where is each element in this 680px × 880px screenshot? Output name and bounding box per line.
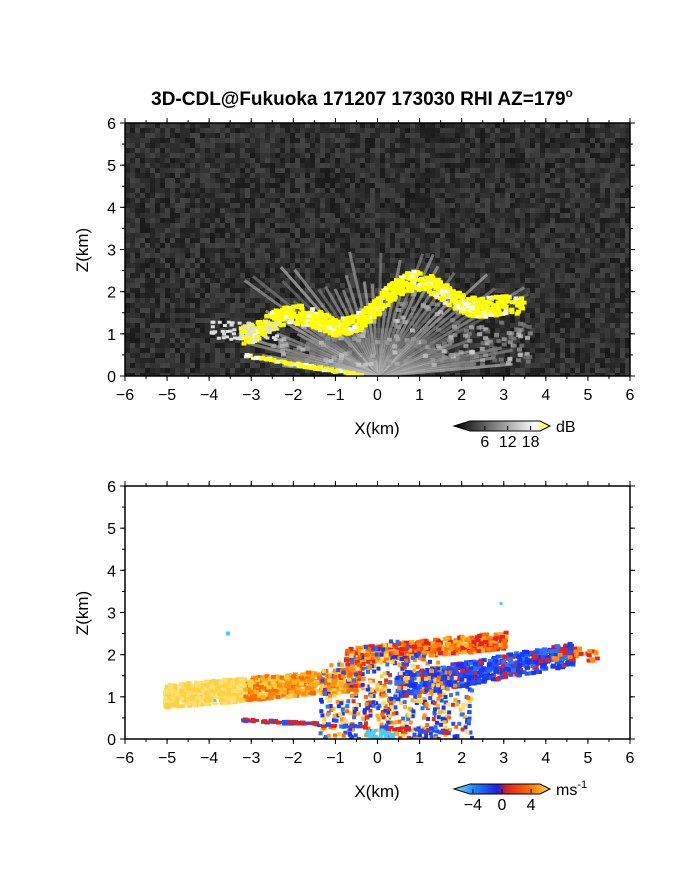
x-tick-label: −5 (158, 750, 176, 767)
reflectivity-x-axis-label: X(km) (354, 419, 399, 438)
x-tick-label: 5 (583, 750, 592, 767)
x-tick-label: −1 (326, 387, 344, 404)
x-tick-label: −5 (158, 387, 176, 404)
colorbar-tick-label: 12 (499, 434, 517, 451)
reflectivity-colorbar-unit: dB (556, 419, 576, 436)
y-tick-label: 0 (107, 732, 116, 749)
x-tick-label: 4 (541, 387, 550, 404)
y-tick-label: 3 (107, 243, 116, 260)
colorbar-tick-label: 4 (527, 797, 536, 814)
velocity-colorbar-unit-exponent: -1 (577, 779, 587, 791)
y-tick-label: 2 (107, 648, 116, 665)
y-tick-label: 1 (107, 690, 116, 707)
reflectivity-colorbar: 6 12 18 dB (452, 419, 576, 451)
reflectivity-axes: −6 −5 −4 −3 −2 −1 0 1 2 3 4 5 6 0 1 2 3 4 5 6 (107, 116, 635, 404)
y-tick-label: 5 (107, 158, 116, 175)
x-tick-label: 2 (457, 750, 466, 767)
colorbar-tick-label: 6 (480, 434, 489, 451)
x-tick-label: −3 (242, 750, 260, 767)
y-tick-label: 5 (107, 521, 116, 538)
x-tick-label: 5 (583, 387, 592, 404)
y-tick-label: 4 (107, 563, 116, 580)
reflectivity-colorbar-bar (452, 420, 552, 432)
y-tick-label: 6 (107, 116, 116, 133)
x-tick-label: 6 (626, 750, 635, 767)
y-tick-label: 1 (107, 327, 116, 344)
y-tick-label: 6 (107, 479, 116, 496)
y-tick-label: 4 (107, 200, 116, 217)
x-tick-label: −6 (116, 387, 134, 404)
reflectivity-yellow-echo (209, 269, 527, 376)
velocity-panel: −6 −5 −4 −3 −2 −1 0 1 2 3 4 5 6 0 1 2 3 4 5 6 X(km) Z(km) −… (73, 479, 635, 814)
x-tick-label: 4 (541, 750, 550, 767)
y-tick-label: 2 (107, 285, 116, 302)
velocity-axes: −6 −5 −4 −3 −2 −1 0 1 2 3 4 5 6 0 1 2 3 4 5 6 (107, 479, 635, 767)
colorbar-tick-label: 18 (522, 434, 540, 451)
y-tick-label: 0 (107, 369, 116, 386)
y-tick-label: 3 (107, 606, 116, 623)
x-tick-label: 6 (626, 387, 635, 404)
colorbar-tick-label: −4 (464, 797, 482, 814)
reflectivity-fan (243, 251, 533, 376)
x-tick-label: 3 (499, 750, 508, 767)
x-tick-label: 0 (373, 750, 382, 767)
velocity-colorbar-unit: ms-1 (556, 779, 587, 799)
x-tick-label: 2 (457, 387, 466, 404)
velocity-field (163, 602, 600, 739)
x-tick-label: −2 (284, 387, 302, 404)
x-tick-label: −3 (242, 387, 260, 404)
x-tick-label: −1 (326, 750, 344, 767)
figure-title: 3D-CDL@Fukuoka 171207 173030 RHI AZ=179o (151, 86, 573, 110)
x-tick-label: 0 (373, 387, 382, 404)
x-tick-label: −4 (200, 750, 218, 767)
velocity-y-axis-label: Z(km) (73, 591, 92, 635)
x-tick-label: −4 (200, 387, 218, 404)
x-tick-label: 3 (499, 387, 508, 404)
title-degree-sign: o (566, 86, 573, 100)
x-tick-label: −6 (116, 750, 134, 767)
velocity-colorbar: −4 0 4 ms-1 (452, 779, 587, 814)
x-tick-label: 1 (415, 387, 424, 404)
reflectivity-field (125, 123, 630, 376)
colorbar-tick-label: 0 (498, 797, 507, 814)
x-tick-label: −2 (284, 750, 302, 767)
x-tick-label: 1 (415, 750, 424, 767)
velocity-x-axis-label: X(km) (354, 782, 399, 801)
reflectivity-y-axis-label: Z(km) (73, 228, 92, 272)
